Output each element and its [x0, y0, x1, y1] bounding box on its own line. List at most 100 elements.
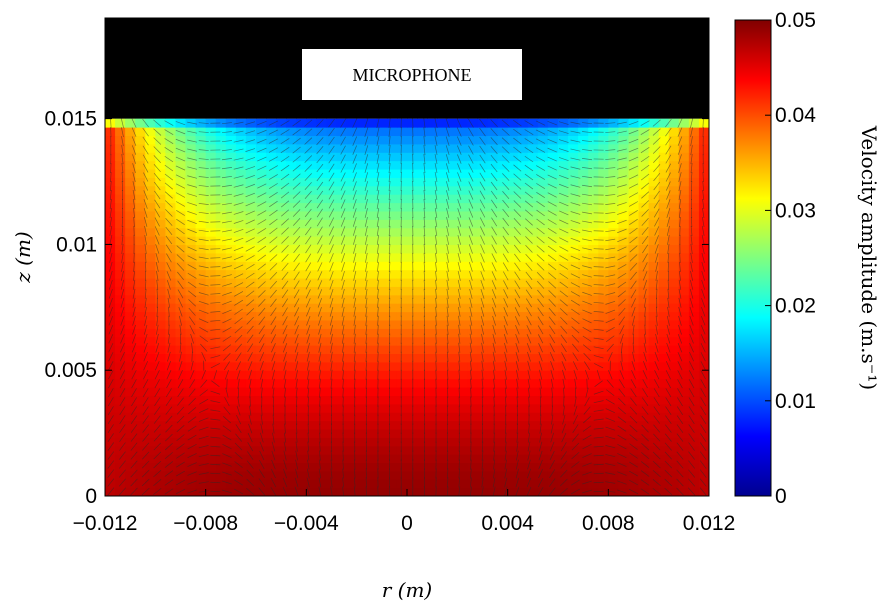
heatmap-cell	[105, 370, 116, 380]
velocity-vector	[446, 360, 449, 371]
velocity-vector	[258, 487, 266, 496]
heatmap-cell	[517, 487, 529, 496]
heatmap-cell	[245, 286, 257, 296]
heatmap-cell	[316, 311, 328, 321]
heatmap-cell	[568, 378, 579, 388]
velocity-vector	[536, 147, 546, 153]
heatmap-cell	[527, 386, 539, 396]
velocity-vector	[166, 360, 172, 371]
velocity-vector	[153, 172, 161, 182]
velocity-vector	[234, 308, 243, 315]
heatmap-cell	[537, 370, 549, 380]
heatmap-cell	[276, 118, 287, 128]
heatmap-cell	[507, 378, 519, 388]
heatmap-cell	[618, 168, 630, 178]
heatmap-cell	[105, 143, 116, 153]
heatmap-cell	[578, 194, 589, 204]
velocity-vector	[121, 243, 124, 254]
velocity-vector	[679, 216, 681, 227]
heatmap-cell	[457, 210, 468, 220]
velocity-vector	[268, 183, 278, 189]
heatmap-cell	[527, 236, 539, 246]
heatmap-cell	[195, 160, 207, 170]
velocity-vector	[666, 199, 671, 209]
velocity-vector	[593, 346, 604, 350]
heatmap-cell	[698, 177, 709, 187]
heatmap-cell	[558, 353, 569, 363]
velocity-vector	[458, 459, 460, 470]
heatmap-cell	[467, 454, 479, 464]
heatmap-cell	[678, 210, 690, 220]
heatmap-cell	[326, 286, 338, 296]
heatmap-cell	[266, 303, 277, 313]
velocity-vector	[434, 199, 438, 209]
heatmap-cell	[477, 152, 489, 162]
heatmap-cell	[235, 135, 247, 145]
velocity-vector	[582, 140, 593, 143]
velocity-vector	[701, 279, 706, 290]
velocity-vector	[582, 149, 593, 152]
heatmap-cell	[195, 412, 207, 422]
heatmap-cell	[638, 118, 650, 128]
heatmap-cell	[316, 269, 328, 279]
heatmap-cell	[115, 345, 126, 355]
heatmap-cell	[578, 454, 589, 464]
colorbar-title: Velocity amplitude (m.s⁻¹)	[857, 125, 881, 390]
heatmap-cell	[306, 152, 317, 162]
heatmap-cell	[346, 454, 358, 464]
velocity-vector	[458, 324, 461, 335]
heatmap-cell	[205, 152, 217, 162]
heatmap-cell	[386, 386, 398, 396]
heatmap-cell	[588, 168, 599, 178]
heatmap-cell	[658, 428, 670, 438]
velocity-vector	[222, 256, 232, 260]
heatmap-cell	[507, 445, 519, 455]
heatmap-cell	[125, 462, 136, 472]
heatmap-cell	[135, 437, 146, 447]
heatmap-cell	[648, 487, 660, 496]
velocity-vector	[304, 182, 312, 190]
velocity-vector	[653, 388, 660, 398]
heatmap-cell	[407, 454, 418, 464]
heatmap-cell	[175, 479, 187, 489]
velocity-vector	[549, 450, 555, 461]
velocity-vector	[678, 172, 682, 182]
velocity-vector	[155, 333, 159, 344]
heatmap-cell	[316, 294, 328, 304]
heatmap-cell	[165, 412, 177, 422]
velocity-vector	[187, 471, 197, 476]
heatmap-cell	[215, 328, 227, 338]
heatmap-cell	[135, 361, 146, 371]
heatmap-cell	[296, 194, 307, 204]
velocity-vector	[282, 307, 288, 317]
velocity-vector	[198, 490, 209, 493]
velocity-vector	[176, 461, 185, 468]
velocity-vector	[269, 218, 278, 226]
velocity-vector	[676, 415, 684, 424]
velocity-vector	[283, 351, 287, 362]
velocity-vector	[582, 229, 593, 233]
heatmap-cell	[407, 420, 418, 430]
velocity-vector	[631, 315, 636, 326]
heatmap-cell	[598, 336, 609, 346]
heatmap-cell	[195, 236, 207, 246]
heatmap-cell	[135, 445, 146, 455]
heatmap-cell	[346, 202, 358, 212]
velocity-vector	[317, 280, 323, 290]
heatmap-cell	[457, 370, 468, 380]
heatmap-cell	[578, 487, 589, 496]
velocity-vector	[257, 138, 267, 144]
heatmap-cell	[245, 395, 257, 405]
heatmap-cell	[407, 152, 418, 162]
heatmap-cell	[407, 412, 418, 422]
heatmap-cell	[386, 177, 398, 187]
heatmap-cell	[628, 386, 640, 396]
velocity-vector	[166, 379, 172, 389]
heatmap-cell	[276, 269, 287, 279]
heatmap-cell	[477, 286, 489, 296]
velocity-vector	[330, 441, 333, 452]
heatmap-cell	[437, 370, 448, 380]
heatmap-cell	[688, 210, 700, 220]
heatmap-cell	[165, 118, 177, 128]
velocity-vector	[490, 146, 498, 155]
